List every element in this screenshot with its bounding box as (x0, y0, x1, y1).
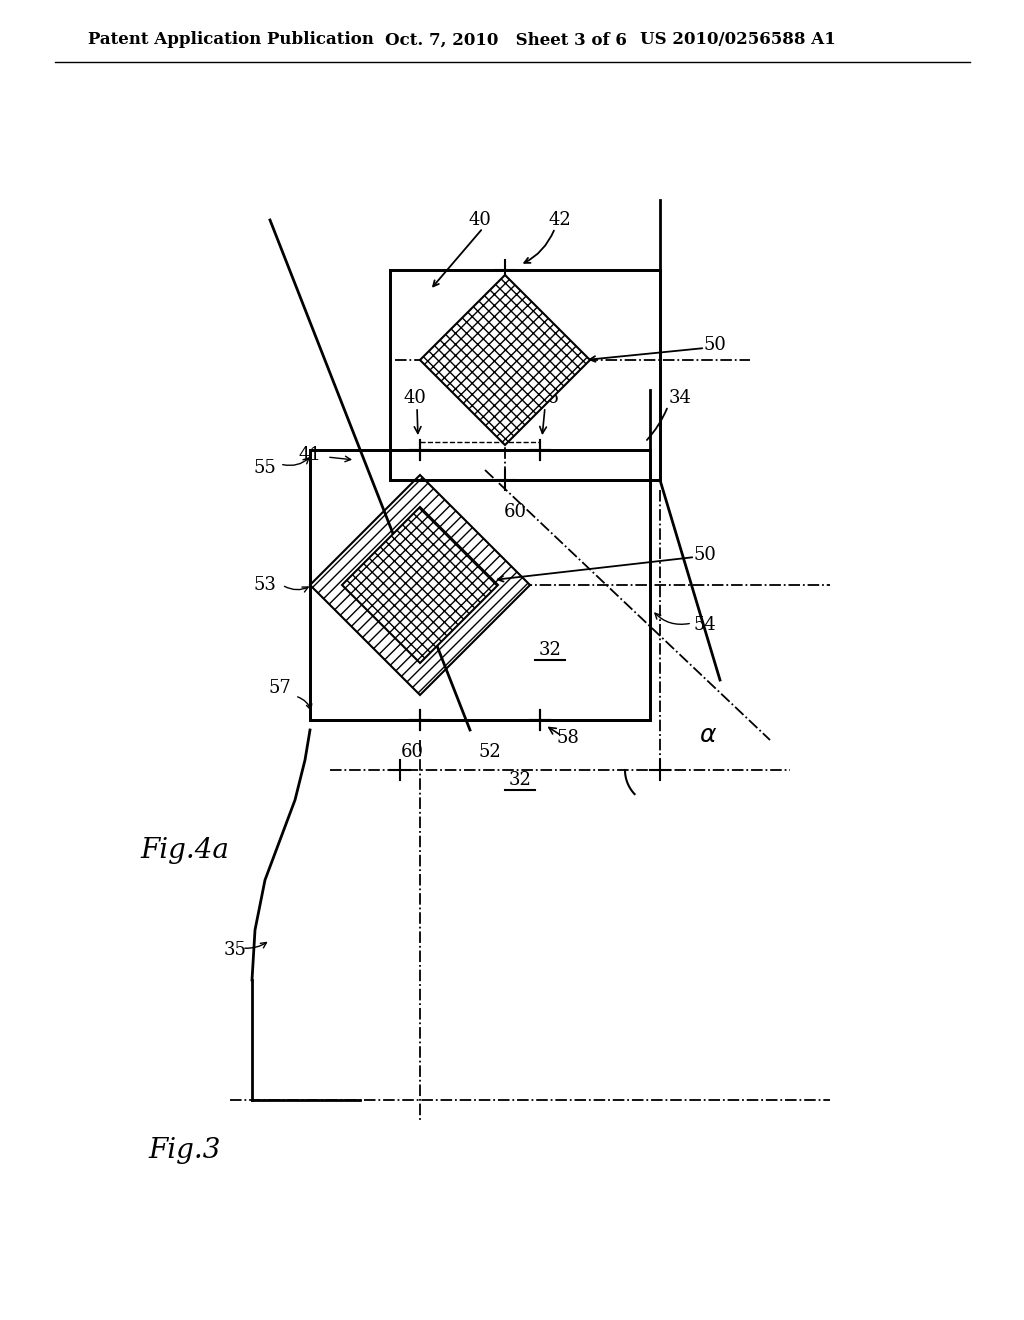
Text: 60: 60 (400, 743, 424, 762)
Text: 55: 55 (254, 459, 276, 477)
Text: US 2010/0256588 A1: US 2010/0256588 A1 (640, 32, 836, 49)
Text: 56: 56 (537, 389, 559, 407)
Text: 34: 34 (669, 389, 691, 407)
Text: 57: 57 (268, 678, 292, 697)
Text: 60: 60 (504, 503, 526, 521)
Text: 32: 32 (509, 771, 531, 789)
Text: Patent Application Publication: Patent Application Publication (88, 32, 374, 49)
Text: 50: 50 (703, 337, 726, 354)
Text: 50: 50 (693, 546, 717, 564)
Polygon shape (342, 507, 498, 663)
Text: 53: 53 (254, 576, 276, 594)
Text: $\alpha$: $\alpha$ (699, 723, 717, 747)
Text: 32: 32 (539, 642, 561, 659)
Text: 42: 42 (549, 211, 571, 228)
Text: 41: 41 (299, 446, 322, 465)
Polygon shape (310, 475, 530, 696)
Text: 51: 51 (469, 389, 492, 407)
Text: 40: 40 (403, 389, 426, 407)
Text: 58: 58 (557, 729, 580, 747)
Text: Fig.3: Fig.3 (148, 1137, 221, 1163)
Text: 35: 35 (223, 941, 247, 960)
Text: 40: 40 (469, 211, 492, 228)
Text: Fig.4a: Fig.4a (140, 837, 229, 863)
Text: Oct. 7, 2010   Sheet 3 of 6: Oct. 7, 2010 Sheet 3 of 6 (385, 32, 627, 49)
Text: 54: 54 (693, 616, 717, 634)
Text: 52: 52 (478, 743, 502, 762)
Polygon shape (420, 275, 590, 445)
